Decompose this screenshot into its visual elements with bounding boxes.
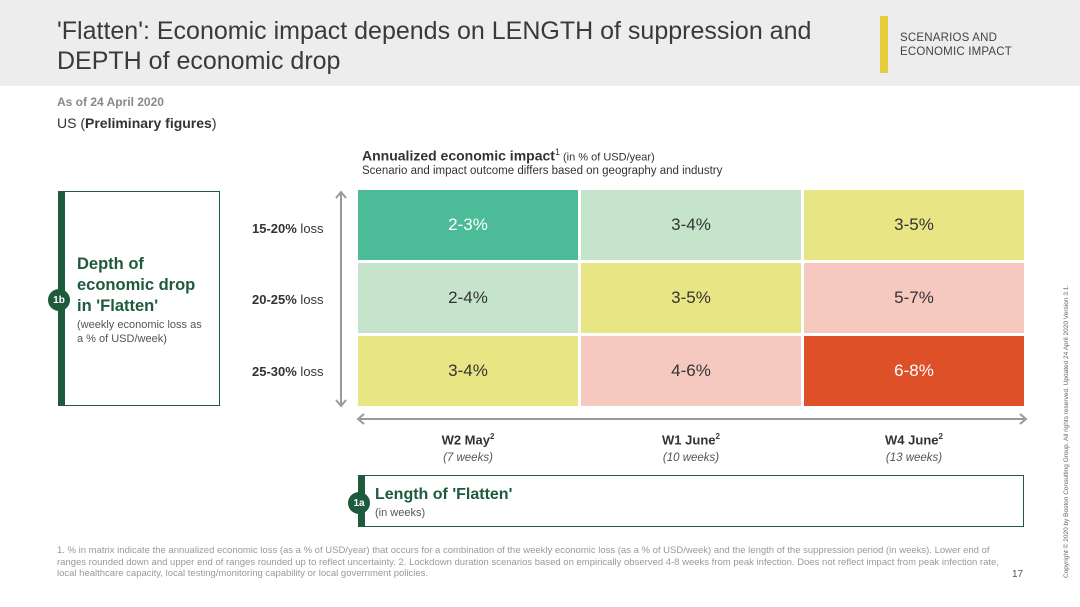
depth-title-line2: economic drop [77,276,196,294]
column-label-1-text: W2 May [441,432,490,448]
column-label-1: W2 May2 [358,432,578,447]
depth-sub-line2: a % of USD/week) [77,333,167,345]
matrix-cell-r3c2: 4-6% [581,336,801,406]
column-label-2-text: W1 June [662,432,716,448]
row-label-1-rest: loss [296,221,324,236]
depth-subtitle: (weekly economic loss as a % of USD/week… [77,318,202,346]
row-label-1: 15-20% loss [252,221,324,236]
row-label-3-rest: loss [296,364,324,379]
arrow-up-icon [335,190,347,199]
row-label-1-bold: 15-20% [252,221,297,236]
matrix-cell-r3c3: 6-8% [804,336,1024,406]
matrix-cell-r1c3: 3-5% [804,190,1024,260]
matrix-cell-r2c3: 5-7% [804,263,1024,333]
page-title: 'Flatten': Economic impact depends on LE… [57,17,812,75]
section-label: SCENARIOS AND ECONOMIC IMPACT [900,31,1012,59]
column-sub-2: (10 weeks) [662,452,720,464]
matrix-cell-r1c1: 2-3% [358,190,578,260]
header-band [0,0,1080,86]
depth-sub-line1: (weekly economic loss as [77,319,202,331]
chart-title-text: Annualized economic impact [362,147,555,164]
length-box [358,475,1024,527]
arrow-down-icon [335,399,347,408]
depth-title-line3: in 'Flatten' [77,297,159,315]
horizontal-axis-line [360,418,1024,420]
column-label-1-sup: 2 [489,432,495,441]
matrix-cell-r1c2: 3-4% [581,190,801,260]
column-label-3-text: W4 June [885,432,939,448]
section-label-line1: SCENARIOS AND [900,32,998,44]
region-prefix: US ( [57,115,85,131]
row-label-3-bold: 25-30% [252,364,297,379]
badge-1a: 1a [348,492,370,514]
matrix-cell-r2c1: 2-4% [358,263,578,333]
depth-title: Depth of economic drop in 'Flatten' [77,254,195,317]
chart-title-unit: (in % of USD/year) [559,151,655,164]
region-label: US (Preliminary figures) [57,115,217,131]
arrow-left-icon [356,413,365,425]
vertical-axis-line [340,192,342,406]
length-subtitle: (in weeks) [375,507,426,519]
column-label-3: W4 June2 [804,432,1024,447]
depth-box [58,191,220,406]
column-sub-3: (13 weeks) [885,452,943,464]
length-title: Length of 'Flatten' [375,486,513,503]
depth-title-line1: Depth of [77,255,144,273]
page-number: 17 [1012,569,1024,580]
chart-title-footnote-mark: 1 [554,147,560,157]
chart-subtitle: Scenario and impact outcome differs base… [362,165,723,177]
row-label-2-rest: loss [296,292,324,307]
column-label-2-sup: 2 [715,432,720,441]
arrow-right-icon [1019,413,1028,425]
region-suffix: ) [211,115,217,131]
badge-1b: 1b [48,289,70,311]
region-bold: Preliminary figures [85,115,212,131]
section-label-line2: ECONOMIC IMPACT [900,46,1013,58]
chart-title: Annualized economic impact1 (in % of USD… [362,147,655,164]
footnote: 1. % in matrix indicate the annualized e… [57,545,999,579]
matrix-cell-r2c2: 3-5% [581,263,801,333]
section-accent-bar [880,16,888,73]
column-label-2: W1 June2 [581,432,801,447]
impact-matrix: 2-3% 3-4% 3-5% 2-4% 3-5% 5-7% 3-4% 4-6% … [358,190,1024,406]
column-label-3-sup: 2 [938,432,943,441]
row-label-3: 25-30% loss [252,364,324,379]
as-of-date: As of 24 April 2020 [57,95,164,109]
row-label-2-bold: 20-25% [252,292,297,307]
column-sub-1: (7 weeks) [443,452,493,464]
copyright-notice: Copyright © 2020 by Boston Consulting Gr… [1063,284,1070,578]
row-label-2: 20-25% loss [252,292,324,307]
matrix-cell-r3c1: 3-4% [358,336,578,406]
